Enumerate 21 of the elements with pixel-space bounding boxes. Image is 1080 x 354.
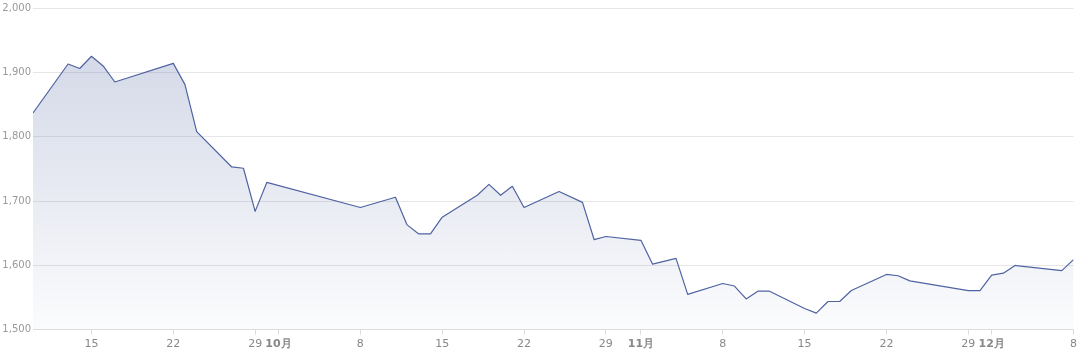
x-tick-label: 22: [517, 337, 532, 351]
x-tick-label: 10月: [265, 337, 292, 351]
x-tick-label: 15: [797, 337, 812, 351]
y-tick-label: 1,500: [2, 323, 31, 335]
x-tick-label: 8: [719, 337, 727, 351]
x-tick-label: 22: [166, 337, 181, 351]
x-tick-label: 22: [879, 337, 894, 351]
y-tick-label: 1,700: [2, 194, 31, 206]
x-tick-label: 29: [248, 337, 263, 351]
x-tick-label: 15: [84, 337, 99, 351]
y-tick-label: 1,600: [2, 259, 31, 271]
x-tick-label: 8: [1070, 337, 1077, 351]
y-tick-label: 1,900: [2, 65, 31, 77]
y-tick-label: 1,800: [2, 130, 31, 142]
x-tick-label: 11月: [627, 337, 655, 351]
x-tick-label: 29: [598, 337, 613, 351]
x-tick-label: 12月: [978, 337, 1005, 351]
x-tick-label: 8: [356, 337, 364, 351]
y-tick-label: 2,000: [2, 1, 31, 13]
x-tick-label: 29: [961, 337, 976, 351]
x-tick-label: 15: [435, 337, 450, 351]
